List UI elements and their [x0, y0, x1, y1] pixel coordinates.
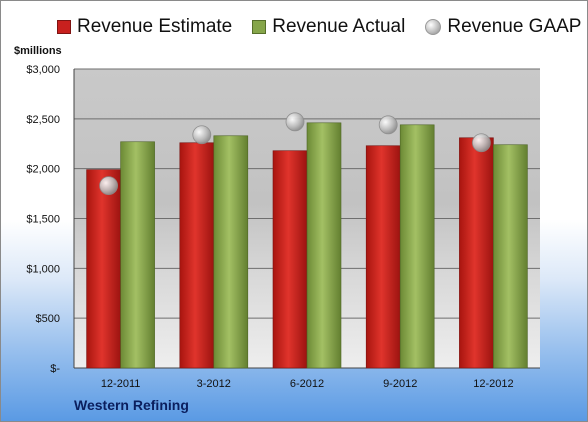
bar-estimate [179, 142, 215, 369]
legend-swatch-actual [252, 20, 267, 34]
legend-item-actual: Revenue Actual [252, 16, 405, 38]
company-name: Western Refining [74, 397, 189, 413]
y-tick-label: $- [50, 363, 60, 375]
point-gaap [192, 125, 212, 145]
bar-estimate [86, 169, 121, 369]
point-gaap [378, 115, 398, 135]
legend: Revenue Estimate Revenue Actual Revenue … [57, 13, 581, 41]
point-gaap [99, 176, 118, 196]
point-gaap [471, 133, 491, 153]
bar-estimate [272, 150, 308, 369]
y-tick-label: $2,000 [26, 164, 60, 176]
legend-label-gaap: Revenue GAAP [447, 16, 582, 37]
y-tick-label: $2,500 [26, 114, 60, 126]
bar-actual [306, 122, 342, 369]
bar-actual [493, 144, 528, 369]
legend-item-gaap: Revenue GAAP [425, 16, 581, 38]
point-gaap [285, 112, 305, 132]
y-tick-label: $1,500 [26, 214, 60, 226]
units-label: $millions [14, 45, 62, 57]
y-tick-label: $500 [36, 313, 60, 325]
bar-actual [399, 124, 435, 369]
bar-actual [213, 135, 249, 369]
legend-swatch-estimate [57, 20, 71, 34]
y-tick-label: $1,000 [26, 263, 60, 275]
legend-label-actual: Revenue Actual [272, 16, 406, 37]
legend-label-estimate: Revenue Estimate [77, 16, 233, 37]
x-tick-label: 3-2012 [197, 378, 231, 390]
legend-swatch-gaap [425, 19, 442, 35]
legend-item-estimate: Revenue Estimate [57, 16, 232, 38]
x-tick-label: 6-2012 [290, 378, 324, 390]
x-tick-label: 12-2011 [101, 378, 141, 390]
x-tick-label: 9-2012 [383, 378, 417, 390]
x-tick-label: 12-2012 [473, 378, 513, 390]
y-tick-label: $3,000 [26, 64, 60, 76]
bar-estimate [459, 137, 494, 369]
bar-actual [120, 141, 155, 369]
bar-estimate [365, 145, 401, 369]
